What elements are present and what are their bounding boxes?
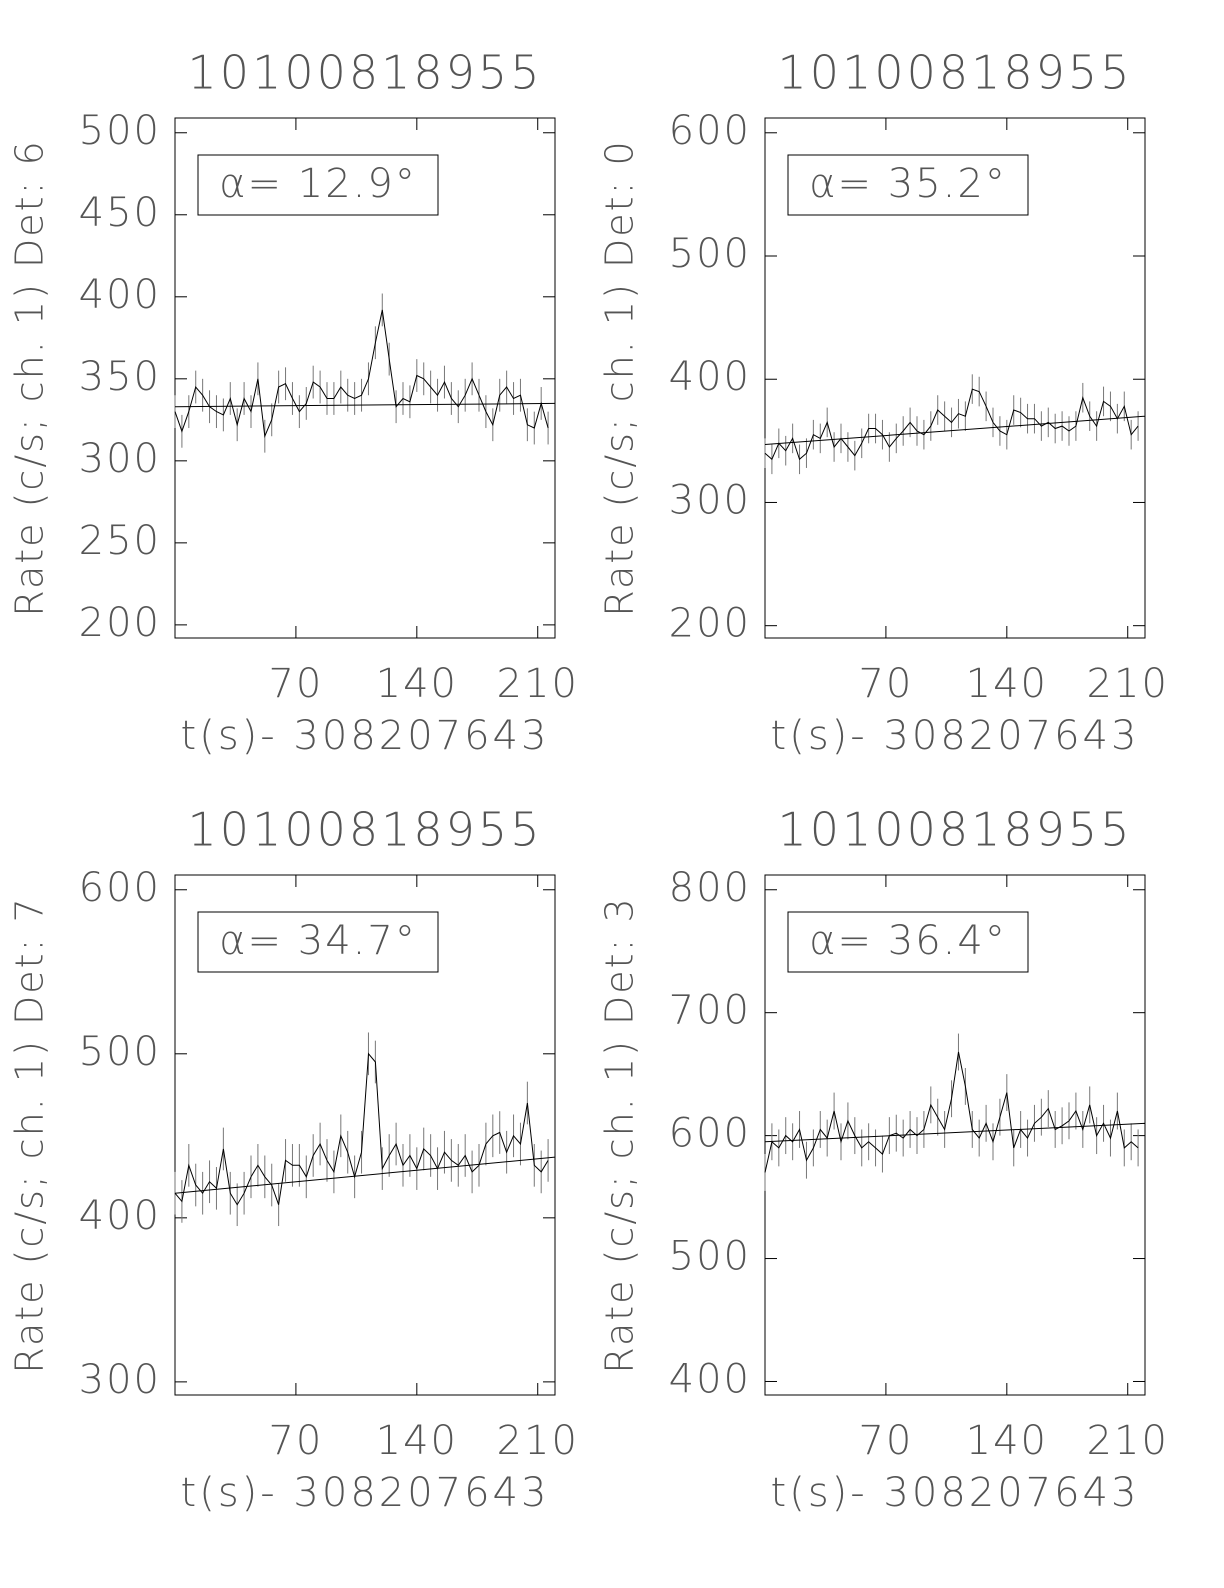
y-tick-label: 400: [79, 1193, 161, 1239]
data-line: [764, 1051, 1139, 1173]
annotation-box: [787, 911, 1029, 973]
y-tick-label: 400: [79, 272, 161, 318]
y-axis-label: Rate (c/s; ch. 1) Det: 0: [598, 139, 642, 616]
x-axis-label: t(s)- 308207643: [181, 713, 550, 759]
y-axis-label: Rate (c/s; ch. 1) Det: 3: [598, 896, 642, 1373]
x-tick-label: 70: [268, 661, 323, 707]
data-line: [174, 1052, 549, 1206]
x-tick-label: 210: [1087, 1418, 1169, 1464]
y-tick-label: 350: [79, 354, 161, 400]
y-tick-label: 600: [669, 1111, 751, 1157]
x-tick-label: 70: [268, 1418, 323, 1464]
fit-line: [764, 1122, 1146, 1143]
x-tick-label: 210: [497, 1418, 579, 1464]
plot-frame: [174, 874, 556, 1396]
y-tick-label: 300: [669, 477, 751, 523]
annotation-box: [787, 154, 1029, 216]
y-tick-label: 200: [79, 600, 161, 646]
y-tick-label: 400: [669, 1356, 751, 1402]
chart-title: 10100818955: [188, 46, 543, 100]
x-tick-label: 70: [858, 1418, 913, 1464]
annotation-box: [197, 911, 439, 973]
x-tick-label: 140: [376, 661, 458, 707]
y-tick-label: 300: [79, 436, 161, 482]
fit-line: [174, 1156, 556, 1194]
chart-title: 10100818955: [778, 46, 1133, 100]
y-tick-label: 600: [669, 108, 751, 154]
fit-line: [174, 402, 556, 408]
y-axis-label: Rate (c/s; ch. 1) Det: 6: [8, 139, 52, 616]
annotation-box: [197, 154, 439, 216]
y-tick-label: 500: [79, 1029, 161, 1075]
fit-line: [764, 415, 1146, 446]
y-tick-label: 500: [79, 108, 161, 154]
x-axis-label: t(s)- 308207643: [181, 1470, 550, 1516]
y-tick-label: 400: [669, 354, 751, 400]
annotation: α= 35.2°: [809, 161, 1007, 207]
y-axis-label: Rate (c/s; ch. 1) Det: 7: [8, 896, 52, 1373]
chart-title: 10100818955: [778, 803, 1133, 857]
annotation: α= 34.7°: [219, 918, 417, 964]
y-tick-label: 450: [79, 190, 161, 236]
y-tick-label: 800: [669, 865, 751, 911]
x-tick-label: 70: [858, 661, 913, 707]
y-tick-label: 500: [669, 231, 751, 277]
x-tick-label: 210: [1087, 661, 1169, 707]
y-tick-label: 700: [669, 988, 751, 1034]
x-tick-label: 210: [497, 661, 579, 707]
annotation: α= 12.9°: [219, 161, 417, 207]
chart-title: 10100818955: [188, 803, 543, 857]
plot-frame: [764, 874, 1146, 1396]
y-tick-label: 500: [669, 1234, 751, 1280]
x-tick-label: 140: [966, 1418, 1048, 1464]
x-axis-label: t(s)- 308207643: [771, 1470, 1140, 1516]
annotation: α= 36.4°: [809, 918, 1007, 964]
plot-frame: [174, 117, 556, 639]
y-tick-label: 600: [79, 865, 161, 911]
plot-frame: [764, 117, 1146, 639]
data-line: [764, 388, 1139, 461]
x-axis-label: t(s)- 308207643: [771, 713, 1140, 759]
y-tick-label: 250: [79, 518, 161, 564]
x-tick-label: 140: [966, 661, 1048, 707]
data-line: [174, 309, 549, 439]
y-tick-label: 300: [79, 1357, 161, 1403]
x-tick-label: 140: [376, 1418, 458, 1464]
y-tick-label: 200: [669, 601, 751, 647]
